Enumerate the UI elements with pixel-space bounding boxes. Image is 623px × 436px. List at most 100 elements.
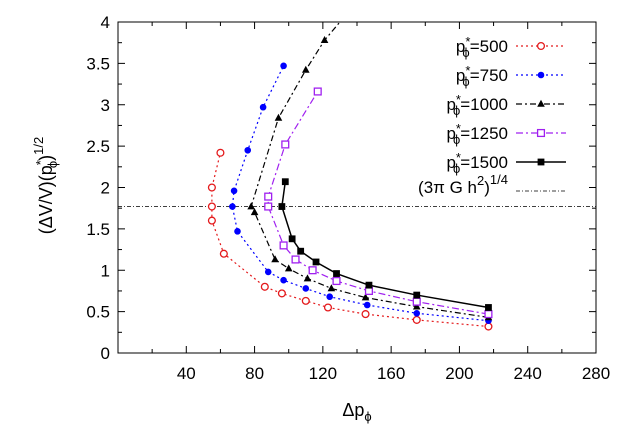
y-tick-label: 0.5 — [86, 303, 110, 322]
data-point — [230, 187, 238, 195]
legend-reference-main: (3π G — [418, 178, 468, 197]
data-point — [364, 286, 373, 295]
y-tick-label: 2 — [101, 179, 110, 198]
x-tick-label: 240 — [514, 364, 542, 383]
data-point — [234, 228, 241, 235]
x-axis-title: Δpϕ — [342, 400, 371, 424]
data-point — [327, 284, 336, 292]
data-point — [301, 65, 310, 73]
y-tick-label: 0 — [101, 344, 110, 363]
legend-reference-label: (3π G h2)1/4 — [418, 172, 508, 197]
x-tick-label: 200 — [445, 364, 473, 383]
legend-label-subscript: ϕ — [453, 161, 460, 176]
y-axis-title-superscript: 1/2 — [31, 137, 46, 155]
y-axis-title-star: * — [33, 160, 48, 165]
data-point — [361, 310, 370, 319]
data-point — [363, 301, 371, 309]
y-tick-label: 4 — [101, 13, 110, 32]
series-line — [267, 91, 489, 315]
legend-label-main: p — [456, 66, 465, 85]
legend-label-value: =1000 — [460, 95, 508, 114]
data-point — [244, 146, 252, 154]
data-point — [485, 304, 492, 311]
data-point — [216, 148, 225, 157]
data-point — [219, 249, 228, 258]
data-point — [229, 203, 236, 210]
data-point — [413, 291, 421, 299]
data-point — [308, 266, 317, 275]
data-point — [301, 296, 310, 305]
series-4 — [264, 87, 493, 319]
x-tick-label: 280 — [582, 364, 610, 383]
data-point — [413, 309, 421, 317]
legend-label: p* ϕ=1500 — [446, 150, 508, 176]
data-point — [365, 281, 373, 289]
data-point — [484, 310, 493, 319]
tick-layer: 0 0.5 1 1.5 2 2.5 3 3.5 4 40 80 120 160 200 240 280 — [86, 13, 610, 383]
data-point — [207, 202, 216, 211]
legend-label-star: * — [456, 92, 461, 107]
data-point — [250, 208, 259, 216]
legend-label-value: =1500 — [460, 153, 508, 172]
series-layer — [207, 22, 493, 331]
legend-label-star: * — [456, 150, 461, 165]
data-point — [323, 303, 333, 312]
y-axis-title: (ΔV/V)(p*ϕ)1/2 — [31, 137, 60, 234]
legend-marker — [537, 71, 545, 79]
data-point — [281, 140, 290, 149]
data-point — [280, 276, 287, 284]
legend-reference-close: ) — [484, 178, 490, 197]
x-axis-title-main: Δp — [342, 400, 364, 420]
legend-marker — [536, 41, 546, 51]
series-1 — [207, 148, 493, 331]
data-point — [271, 255, 279, 263]
data-point — [297, 247, 305, 255]
legend-marker — [536, 128, 546, 138]
legend-label-main: p — [446, 153, 455, 172]
data-point — [264, 202, 273, 211]
data-point — [280, 62, 287, 70]
data-point — [247, 202, 255, 210]
legend-label: p* ϕ=1000 — [446, 92, 508, 118]
legend-label-subscript: ϕ — [453, 103, 460, 118]
legend-marker — [537, 99, 545, 107]
legend-label-value: =1250 — [460, 124, 508, 143]
data-point — [207, 183, 216, 192]
legend-label-star: * — [465, 63, 470, 78]
y-tick-label: 1.5 — [86, 220, 110, 239]
y-axis-title-main: (ΔV/V)(p — [36, 165, 56, 234]
data-point — [326, 293, 333, 301]
data-point — [320, 36, 329, 44]
legend-label-main: p — [456, 37, 465, 56]
data-point — [281, 178, 289, 186]
data-point — [277, 289, 286, 298]
y-tick-label: 1 — [101, 261, 110, 280]
y-axis-title-subscript: ϕ — [45, 161, 60, 168]
data-point — [361, 293, 370, 301]
data-point — [303, 274, 312, 282]
legend-label-subscript: ϕ — [453, 132, 460, 147]
data-point — [412, 297, 421, 306]
data-point — [279, 241, 288, 250]
legend-label-value: =750 — [470, 66, 508, 85]
data-point — [264, 192, 273, 201]
legend-label-value: =500 — [470, 37, 508, 56]
y-axis-title-close: ) — [36, 155, 56, 161]
data-point — [312, 258, 320, 266]
x-tick-label: 160 — [377, 364, 405, 383]
data-point — [313, 87, 322, 96]
x-tick-label: 40 — [177, 364, 196, 383]
legend-reference-hbar-power: 2 — [477, 173, 484, 188]
data-point — [259, 103, 267, 111]
legend-label-star: * — [456, 121, 461, 136]
data-point — [260, 282, 269, 291]
x-axis-title-subscript: ϕ — [364, 409, 371, 424]
legend-label-star: * — [465, 34, 470, 49]
data-point — [274, 113, 283, 121]
legend-label-subscript: ϕ — [462, 74, 469, 89]
data-point — [284, 264, 293, 272]
y-tick-label: 2.5 — [86, 137, 110, 156]
